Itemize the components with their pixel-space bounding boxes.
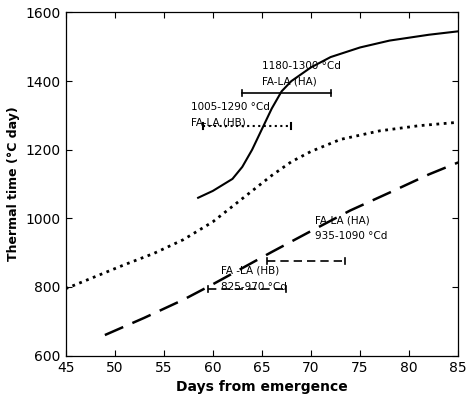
Text: FA-LA (HB): FA-LA (HB) [191,118,246,128]
Text: FA -LA (HB): FA -LA (HB) [221,265,279,275]
Text: FA-LA (HA): FA-LA (HA) [315,215,370,225]
Y-axis label: Thermal time (°C day): Thermal time (°C day) [7,107,20,261]
Text: FA-LA (HA): FA-LA (HA) [262,77,317,87]
Text: 1005-1290 °Cd: 1005-1290 °Cd [191,102,270,112]
Text: 825-970 °Cd: 825-970 °Cd [221,282,287,292]
Text: 1180-1300 °Cd: 1180-1300 °Cd [262,61,341,71]
X-axis label: Days from emergence: Days from emergence [176,380,348,394]
Text: 935-1090 °Cd: 935-1090 °Cd [315,231,387,241]
